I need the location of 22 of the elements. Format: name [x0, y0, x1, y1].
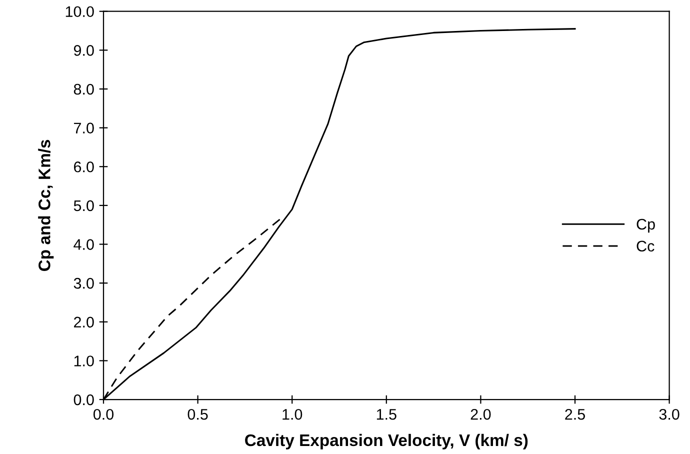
y-tick-label: 4.0 — [74, 239, 94, 250]
y-tick-label: 9.0 — [74, 45, 94, 56]
legend-label: Cp — [636, 218, 655, 233]
x-tick-label: 3.0 — [659, 408, 680, 420]
y-axis-title: Cp and Cc, Km/s — [38, 140, 54, 271]
x-tick-label: 0.0 — [93, 408, 114, 420]
x-tick-label: 2.0 — [470, 408, 491, 420]
y-tick-label: 8.0 — [74, 84, 94, 95]
y-tick-label: 1.0 — [74, 356, 94, 366]
x-tick-label: 2.5 — [565, 408, 585, 420]
legend-label: Cc — [636, 240, 654, 252]
y-tick-label: 0.0 — [74, 394, 94, 406]
x-tick-label: 0.5 — [188, 408, 208, 420]
x-tick-label: 1.5 — [376, 409, 396, 420]
y-tick-label: 5.0 — [74, 200, 94, 212]
y-tick-label: 7.0 — [74, 122, 94, 134]
y-tick-label: 6.0 — [74, 161, 94, 172]
x-axis-title: Cavity Expansion Velocity, V (km/ s) — [245, 434, 528, 450]
x-tick-label: 1.0 — [282, 408, 302, 420]
y-tick-label: 2.0 — [74, 316, 94, 328]
y-tick-label: 3.0 — [74, 278, 94, 289]
y-tick-label: 10.0 — [66, 6, 94, 18]
